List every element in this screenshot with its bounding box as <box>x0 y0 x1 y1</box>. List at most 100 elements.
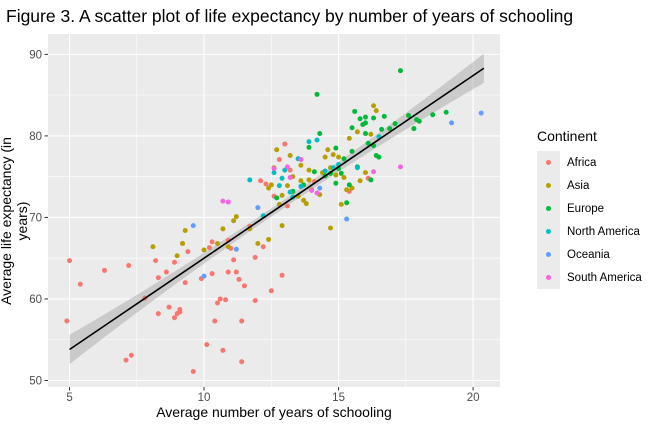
data-point <box>220 226 226 232</box>
legend-dot <box>546 160 551 165</box>
legend-title: Continent <box>537 128 597 144</box>
x-axis: 5 10 15 20 <box>66 387 479 404</box>
data-point <box>287 189 293 195</box>
legend-item-north-america: North America <box>537 220 640 243</box>
data-point <box>255 205 261 211</box>
series-europe <box>274 68 449 206</box>
legend-dot <box>546 229 551 234</box>
series-south-america <box>220 157 403 205</box>
y-tick-label: 50 <box>29 375 42 387</box>
legend-item-europe: Europe <box>537 197 604 220</box>
data-point <box>371 115 377 121</box>
data-point <box>274 195 280 201</box>
data-point <box>478 110 484 116</box>
data-point <box>317 185 323 191</box>
legend-dot <box>546 183 551 188</box>
data-point <box>362 120 368 126</box>
data-point <box>225 244 231 250</box>
data-point <box>449 120 455 126</box>
data-point <box>368 131 374 137</box>
data-point <box>271 170 277 176</box>
data-point <box>185 249 191 255</box>
data-point <box>349 125 355 131</box>
data-point <box>344 216 350 222</box>
data-point <box>387 126 393 132</box>
data-point <box>171 315 177 321</box>
data-point <box>354 129 360 135</box>
data-point <box>397 164 403 170</box>
legend-label: Oceania <box>567 248 610 261</box>
data-point <box>357 178 363 184</box>
data-point <box>357 116 363 122</box>
data-point <box>282 141 288 147</box>
data-point <box>381 113 387 119</box>
data-point <box>279 272 285 278</box>
data-point <box>166 304 172 310</box>
data-point <box>373 152 379 158</box>
data-point <box>430 112 436 118</box>
legend-key <box>537 266 560 289</box>
data-point <box>306 167 312 173</box>
data-point <box>298 183 304 189</box>
data-point <box>303 201 309 207</box>
series-north-america <box>247 134 382 219</box>
legend-label: South America <box>567 271 642 284</box>
data-point <box>220 347 226 353</box>
data-point <box>209 271 215 277</box>
data-point <box>322 154 328 160</box>
data-point <box>274 147 280 153</box>
data-point <box>298 157 304 163</box>
data-point <box>268 182 274 188</box>
y-axis-title: Average life expectancy (in years) <box>0 137 30 305</box>
data-point <box>77 281 83 287</box>
data-point <box>231 218 237 224</box>
data-point <box>123 357 129 363</box>
data-point <box>284 203 290 209</box>
data-point <box>271 166 277 172</box>
x-tick-label: 15 <box>332 392 345 404</box>
series-oceania <box>190 110 484 279</box>
data-point <box>268 288 274 294</box>
data-point <box>163 269 169 275</box>
data-point <box>354 165 360 171</box>
data-point <box>314 91 320 97</box>
data-point <box>349 148 355 154</box>
data-point <box>209 239 215 245</box>
data-point <box>371 103 377 109</box>
trend-line <box>69 67 485 351</box>
data-point <box>330 152 336 158</box>
legend-key <box>537 197 560 220</box>
data-point <box>225 199 231 205</box>
data-point <box>306 139 312 145</box>
data-point <box>128 352 134 358</box>
data-point <box>379 126 385 132</box>
data-point <box>190 223 196 229</box>
data-point <box>252 254 258 260</box>
y-tick-label: 80 <box>29 131 42 143</box>
data-point <box>314 137 320 143</box>
data-point <box>215 241 220 247</box>
data-point <box>266 236 272 242</box>
data-point <box>263 181 269 187</box>
legend-label: Europe <box>567 202 605 215</box>
data-point <box>309 188 315 194</box>
legend-key <box>537 243 560 266</box>
data-point <box>344 200 350 206</box>
legend-item-asia: Asia <box>537 174 589 197</box>
data-point <box>255 241 261 247</box>
y-axis: 50 60 70 80 90 <box>29 49 48 387</box>
data-point <box>276 183 282 189</box>
data-point <box>233 269 239 275</box>
data-point <box>338 170 344 176</box>
data-point <box>204 342 210 348</box>
x-axis-title: Average number of years of schooling <box>156 404 392 420</box>
points <box>64 68 484 375</box>
y-tick-label: 90 <box>29 49 42 61</box>
data-point <box>177 309 183 315</box>
data-point <box>220 198 226 204</box>
data-point <box>279 175 285 181</box>
data-point <box>236 276 242 282</box>
data-point <box>287 174 293 180</box>
